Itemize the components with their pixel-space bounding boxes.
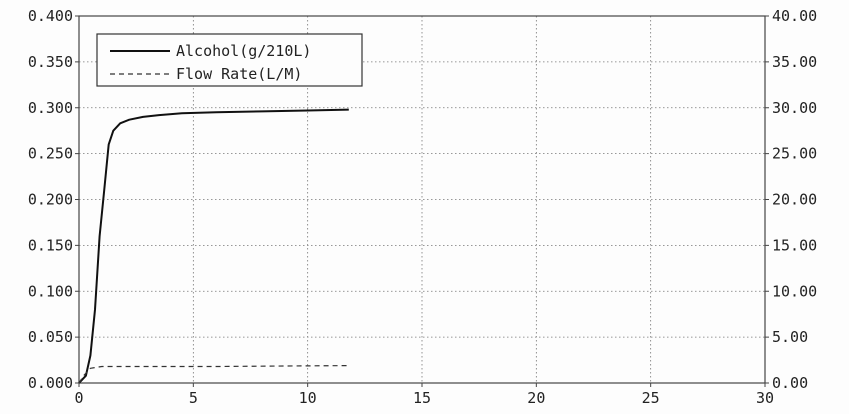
x-tick-label: 25 <box>642 389 660 407</box>
y-tick-label: 0.300 <box>28 99 73 117</box>
legend: Alcohol(g/210L) Flow Rate(L/M) <box>96 33 363 87</box>
y-tick-label: 0.350 <box>28 53 73 71</box>
y-tick-label: 0.150 <box>28 236 73 254</box>
y2-tick-label: 15.00 <box>772 236 817 254</box>
y2-tick-label: 0.00 <box>772 374 808 392</box>
x-tick-label: 30 <box>756 389 774 407</box>
y-tick-label: 0.400 <box>28 7 73 25</box>
y-tick-label: 0.100 <box>28 282 73 300</box>
y2-tick-label: 30.00 <box>772 99 817 117</box>
legend-box <box>96 33 363 87</box>
x-axis-ticks: 0 5 10 15 20 25 30 <box>74 383 774 407</box>
x-tick-label: 5 <box>189 389 198 407</box>
series-line-alcohol <box>78 108 349 384</box>
legend-label-alcohol: Alcohol(g/210L) <box>176 42 311 60</box>
y2-tick-label: 5.00 <box>772 328 808 346</box>
y2-tick-label: 40.00 <box>772 7 817 25</box>
x-tick-label: 20 <box>527 389 545 407</box>
left-axis-ticks: 0.000 0.050 0.100 0.150 0.200 0.250 0.300 0.350… <box>28 7 79 392</box>
y2-tick-label: 35.00 <box>772 53 817 71</box>
right-axis-ticks: 0.00 5.00 10.00 15.00 20.00 25.00 30.00 35.00 40… <box>765 7 817 392</box>
y-tick-label: 0.050 <box>28 328 73 346</box>
legend-label-flow-rate: Flow Rate(L/M) <box>176 65 302 83</box>
x-tick-label: 15 <box>413 389 431 407</box>
x-tick-label: 10 <box>299 389 317 407</box>
y-tick-label: 0.200 <box>28 191 73 209</box>
y2-tick-label: 10.00 <box>772 282 817 300</box>
series-line-flow-rate <box>78 365 349 384</box>
x-tick-label: 0 <box>74 389 83 407</box>
y-tick-label: 0.000 <box>28 374 73 392</box>
y2-tick-label: 25.00 <box>772 145 817 163</box>
y2-tick-label: 20.00 <box>772 191 817 209</box>
series-layer <box>78 108 349 384</box>
y-tick-label: 0.250 <box>28 145 73 163</box>
